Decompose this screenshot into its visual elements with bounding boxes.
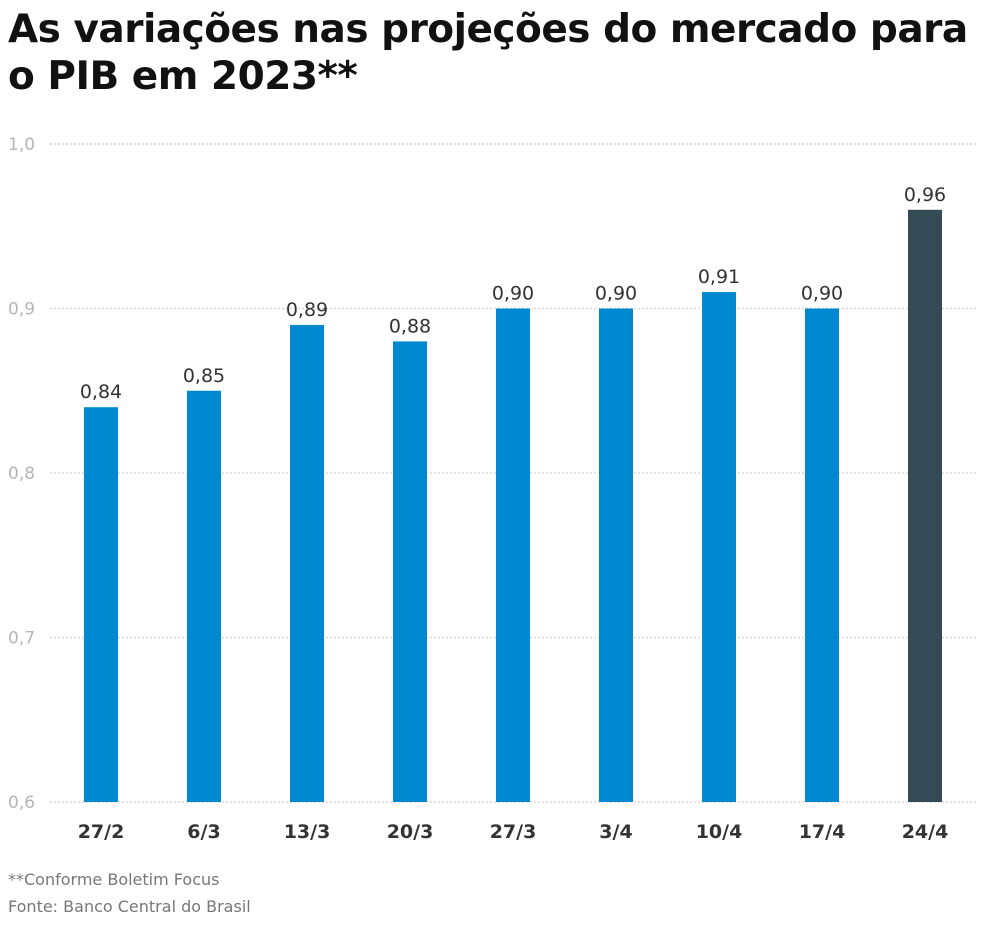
bar: [702, 292, 736, 802]
y-tick-label: 1,0: [8, 135, 35, 155]
source-note: Fonte: Banco Central do Brasil: [8, 897, 251, 916]
bar: [908, 209, 942, 803]
y-tick-label: 0,7: [8, 629, 35, 649]
x-tick-label: 10/4: [696, 821, 743, 843]
x-tick-label: 17/4: [799, 821, 846, 843]
bar: [187, 390, 221, 802]
data-label: 0,91: [698, 266, 740, 288]
data-label: 0,85: [183, 365, 225, 387]
x-tick-label: 3/4: [599, 821, 632, 843]
data-label: 0,96: [904, 184, 946, 206]
x-tick-label: 27/2: [78, 821, 125, 843]
y-tick-label: 0,9: [8, 300, 35, 320]
bar: [290, 324, 324, 802]
y-tick-label: 0,6: [8, 793, 35, 813]
x-tick-label: 27/3: [490, 821, 537, 843]
data-label: 0,90: [492, 283, 534, 305]
chart-title: As variações nas projeções do mercado pa…: [8, 7, 968, 99]
bar: [496, 308, 530, 802]
footnote: **Conforme Boletim Focus: [8, 870, 220, 889]
data-label: 0,90: [801, 283, 843, 305]
x-tick-label: 20/3: [387, 821, 434, 843]
data-label: 0,89: [286, 299, 328, 321]
data-label: 0,90: [595, 283, 637, 305]
bar: [805, 308, 839, 802]
bar: [393, 341, 427, 802]
y-tick-label: 0,8: [8, 464, 35, 484]
x-tick-label: 6/3: [187, 821, 220, 843]
x-tick-label: 24/4: [902, 821, 949, 843]
x-tick-label: 13/3: [284, 821, 331, 843]
bar: [84, 407, 118, 802]
data-label: 0,84: [80, 381, 122, 403]
bar: [599, 308, 633, 802]
data-label: 0,88: [389, 315, 431, 337]
